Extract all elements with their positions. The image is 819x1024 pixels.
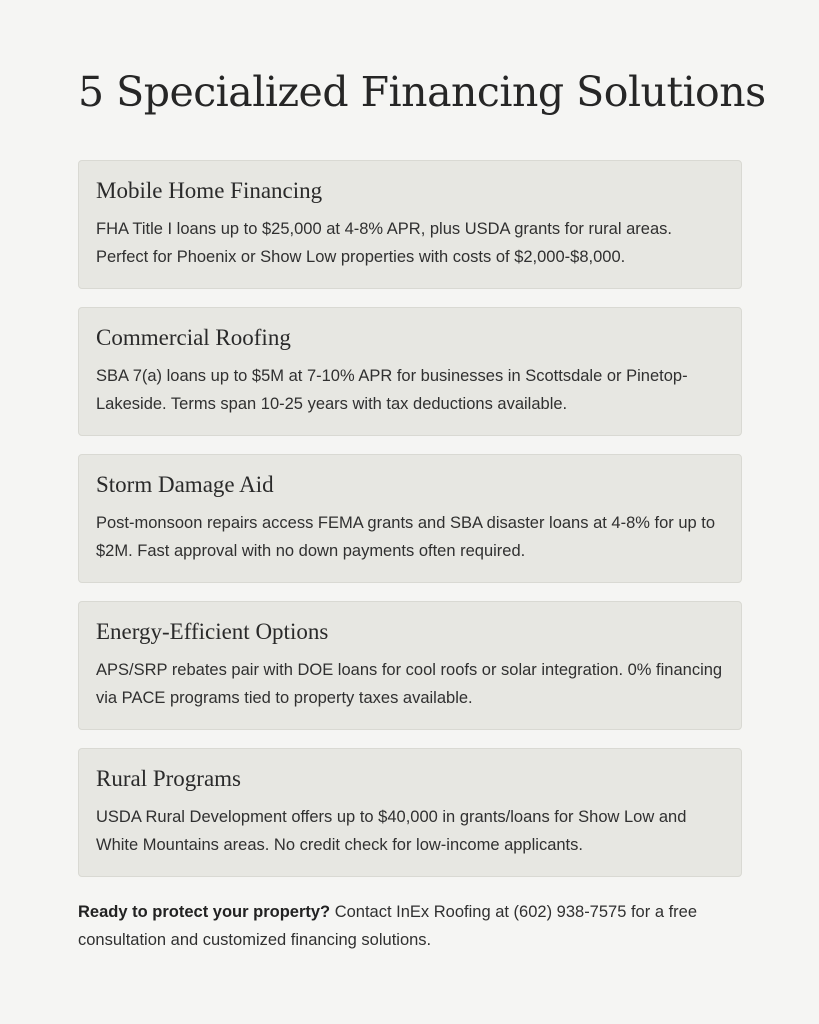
- solution-card-energy: Energy-Efficient Options APS/SRP rebates…: [78, 601, 742, 730]
- solution-body: USDA Rural Development offers up to $40,…: [96, 808, 687, 854]
- solution-card-mobile-home: Mobile Home Financing FHA Title I loans …: [78, 160, 742, 289]
- solution-card-storm: Storm Damage Aid Post-monsoon repairs ac…: [78, 454, 742, 583]
- solution-body: APS/SRP rebates pair with DOE loans for …: [96, 661, 723, 707]
- page-title: 5 Specialized Financing Solutions: [78, 68, 766, 116]
- solution-title: Storm Damage Aid: [96, 472, 274, 497]
- solution-body: SBA 7(a) loans up to $5M at 7-10% APR fo…: [96, 367, 688, 413]
- solution-body: FHA Title I loans up to $25,000 at 4-8% …: [96, 220, 672, 266]
- call-to-action: Ready to protect your property? Contact …: [78, 898, 742, 954]
- solution-title: Mobile Home Financing: [96, 178, 323, 203]
- solution-title: Commercial Roofing: [96, 325, 291, 350]
- solution-card-rural: Rural Programs USDA Rural Development of…: [78, 748, 742, 877]
- cta-lead: Ready to protect your property?: [78, 903, 331, 921]
- solution-title: Energy-Efficient Options: [96, 619, 329, 644]
- solution-card-commercial: Commercial Roofing SBA 7(a) loans up to …: [78, 307, 742, 436]
- solutions-list: Mobile Home Financing FHA Title I loans …: [78, 160, 742, 895]
- solution-title: Rural Programs: [96, 766, 242, 791]
- solution-body: Post-monsoon repairs access FEMA grants …: [96, 514, 716, 560]
- cta-text: Contact InEx Roofing at (602) 938-7575 f…: [78, 903, 698, 949]
